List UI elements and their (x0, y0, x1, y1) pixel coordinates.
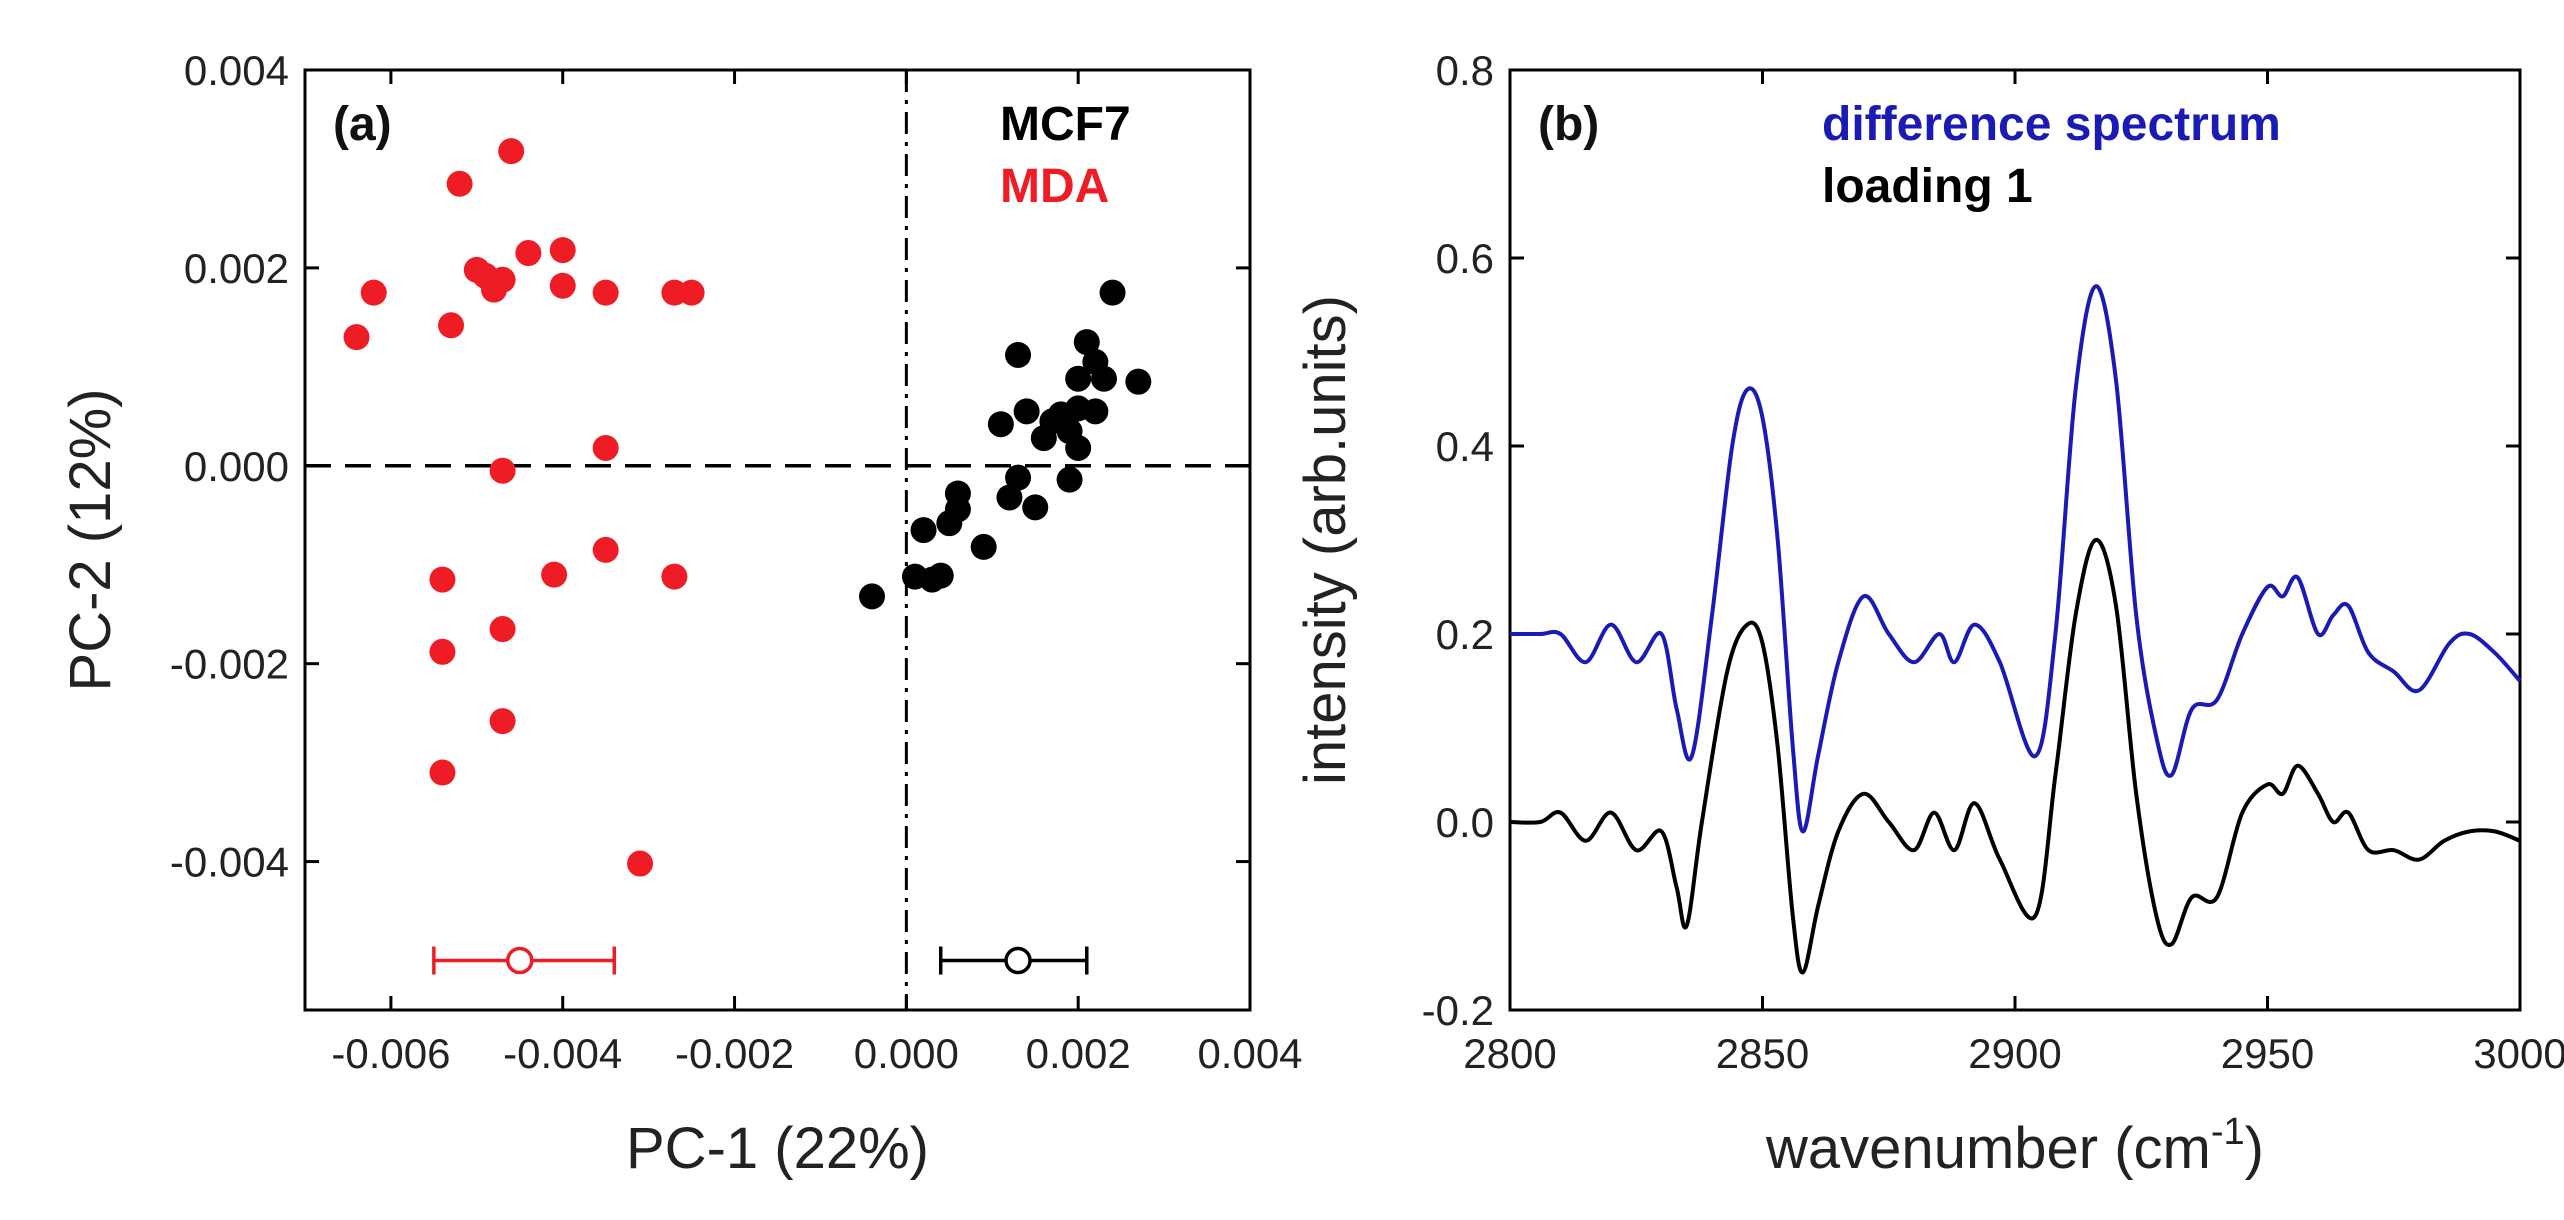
point-mda (592, 536, 619, 563)
y-tick-label: 0.000 (184, 443, 289, 490)
x-tick-label: 2850 (1716, 1030, 1809, 1077)
panel-a-pca-scores: -0.006 -0.004 -0.002 0.000 0.002 0.004 -0.004 -… (58, 47, 1303, 1181)
point-mcf7 (1005, 341, 1032, 368)
x-tick-label: 0.000 (854, 1030, 959, 1077)
point-mda (360, 279, 387, 306)
y-tick-label: 0.004 (184, 47, 289, 94)
legend-mcf7: MCF7 (1000, 98, 1131, 151)
plot-frame (303, 68, 1252, 1012)
x-tick-label: -0.004 (503, 1030, 622, 1077)
point-mda (627, 850, 654, 877)
y-tick-label: 0.6 (1436, 235, 1494, 282)
y-tick-label: 0.8 (1436, 47, 1494, 94)
point-mda (592, 279, 619, 306)
panel-b-spectra: 2800 2850 2900 2950 3000 -0.2 0.0 0.2 0.4 0.6 0.8 (… (1293, 47, 2564, 1181)
point-mda (678, 279, 705, 306)
point-mda (489, 457, 516, 484)
point-mcf7 (1005, 464, 1032, 491)
x-axis-title-main: wavenumber (cm (1765, 1116, 2211, 1181)
legend-mda: MDA (1000, 160, 1109, 213)
point-mcf7 (996, 484, 1023, 511)
point-mda (429, 566, 456, 593)
y-tick-label: -0.2 (1422, 987, 1494, 1034)
point-mcf7 (944, 480, 971, 507)
point-mcf7 (910, 517, 937, 544)
point-mda (592, 434, 619, 461)
point-mcf7 (1099, 279, 1126, 306)
x-tick-label: -0.006 (331, 1030, 450, 1077)
point-mcf7 (1065, 365, 1092, 392)
point-mcf7 (859, 583, 885, 610)
point-mda (446, 170, 473, 197)
point-mda (661, 563, 688, 590)
point-mcf7 (970, 533, 997, 560)
panel-label-b: (b) (1538, 98, 1599, 151)
x-axis-title-end: ) (2245, 1116, 2264, 1181)
point-mda (489, 708, 516, 735)
point-mcf7 (1022, 494, 1049, 521)
y-axis-title: intensity (arb.units) (1293, 295, 1358, 785)
point-mda (489, 616, 516, 643)
x-tick-label: 2800 (1463, 1030, 1556, 1077)
point-mcf7 (987, 411, 1014, 438)
legend-loading-1: loading 1 (1822, 160, 2033, 213)
point-mda (549, 272, 576, 299)
point-mda (429, 638, 456, 665)
point-mda (515, 240, 542, 267)
point-mda (343, 324, 370, 351)
x-axis-title-superscript: -1 (2211, 1111, 2245, 1153)
x-axis-title: PC-1 (22%) (626, 1116, 929, 1181)
series-line-difference-spectrum (1510, 284, 2522, 834)
mean-marker-mda (506, 946, 534, 975)
panel-label-a: (a) (333, 98, 392, 151)
point-mcf7 (1056, 466, 1083, 493)
point-mcf7 (1065, 434, 1092, 461)
y-tick-label: -0.004 (170, 839, 289, 886)
x-axis-title: wavenumber (cm-1) (1765, 1111, 2264, 1181)
point-mcf7 (1125, 368, 1152, 395)
y-tick-label: 0.0 (1436, 799, 1494, 846)
point-mda (429, 759, 456, 786)
point-mcf7 (1073, 329, 1100, 356)
mean-marker-mcf7 (1004, 946, 1032, 975)
legend-difference-spectrum: difference spectrum (1822, 98, 2281, 151)
y-tick-label: 0.2 (1436, 611, 1494, 658)
point-mda (498, 138, 525, 165)
series-line-loading-1 (1509, 538, 2521, 975)
y-axis-title: PC-2 (12%) (58, 389, 123, 692)
x-tick-label: 3000 (2473, 1030, 2564, 1077)
x-tick-label: 0.002 (1026, 1030, 1131, 1077)
point-mcf7 (1013, 398, 1040, 425)
point-mda (549, 237, 576, 264)
point-mcf7 (1090, 365, 1117, 392)
y-tick-label: 0.002 (184, 245, 289, 292)
point-mda (541, 561, 568, 588)
x-tick-label: -0.002 (675, 1030, 794, 1077)
x-tick-label: 2950 (2221, 1030, 2314, 1077)
y-tick-label: 0.4 (1436, 423, 1494, 470)
point-mcf7 (1082, 398, 1109, 425)
point-mda (438, 312, 465, 339)
y-tick-label: -0.002 (170, 641, 289, 688)
x-tick-label: 0.004 (1197, 1030, 1302, 1077)
point-mcf7 (927, 562, 954, 589)
point-mda (489, 266, 516, 293)
x-tick-label: 2900 (1968, 1030, 2061, 1077)
